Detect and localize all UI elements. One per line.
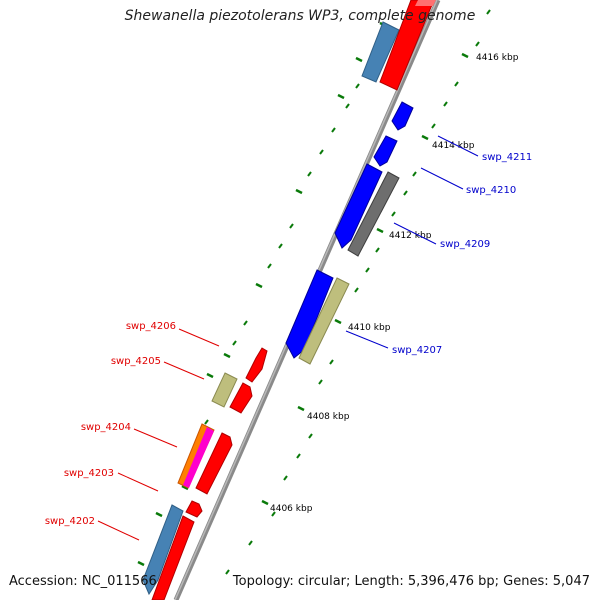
scale-label: 4410 kbp [348, 323, 391, 333]
scale-label: 4412 kbp [389, 231, 432, 241]
major-tick-mark [255, 282, 263, 289]
forward-gene-labels: swp_4206 swp_4205 swp_4204 swp_4203 swp_… [45, 321, 220, 541]
scale-label: 4406 kbp [270, 504, 313, 514]
gene-label-swp-4211[interactable]: swp_4211 [482, 152, 532, 163]
tick-mark [475, 41, 480, 47]
major-tick-mark [295, 188, 303, 195]
tick-mark [289, 223, 294, 229]
tick-mark [454, 81, 459, 87]
trna-feature-swp-4205[interactable] [211, 372, 238, 408]
tick-mark [391, 211, 396, 217]
major-tick-mark [421, 134, 429, 141]
gene-label-swp-4203[interactable]: swp_4203 [64, 468, 114, 479]
major-tick-mark [181, 484, 189, 491]
gene-label-swp-4202[interactable]: swp_4202 [45, 516, 95, 527]
tick-mark [225, 569, 230, 575]
cds-reverse-swp-4209[interactable] [334, 163, 383, 249]
map-title: Shewanella piezotolerans WP3, complete g… [124, 8, 476, 24]
tick-mark [267, 263, 272, 269]
tick-mark [232, 340, 237, 346]
major-tick-mark [206, 372, 214, 379]
scale-label: 4416 kbp [476, 53, 519, 63]
tick-mark [243, 320, 248, 326]
gene-label-swp-4209[interactable]: swp_4209 [440, 239, 490, 250]
tick-mark [329, 359, 334, 365]
gene-label-swp-4210[interactable]: swp_4210 [466, 185, 516, 196]
tick-mark [365, 267, 370, 273]
tick-mark [443, 101, 448, 107]
tick-mark [431, 123, 436, 129]
gene-label-swp-4204[interactable]: swp_4204 [81, 422, 131, 433]
major-tick-mark [461, 52, 469, 59]
misc-feature-swp-4204-stripe [183, 427, 214, 488]
cds-forward-swp-4203[interactable] [185, 500, 203, 518]
topology-text: Topology: circular; Length: 5,396,476 bp… [232, 574, 590, 589]
cds-forward-top-edge [415, 0, 436, 6]
tick-mark [278, 243, 283, 249]
tick-mark [403, 190, 408, 196]
cds-forward-swp-4206[interactable] [245, 347, 268, 383]
major-tick-mark [376, 227, 384, 234]
rrna-feature-swp-4202[interactable] [142, 504, 184, 596]
tick-mark [354, 287, 359, 293]
tick-mark [283, 475, 288, 481]
tick-mark [271, 511, 276, 517]
major-tick-mark [297, 405, 305, 412]
trna-feature-swp-4207-region[interactable] [298, 277, 350, 365]
cds-reverse-swp-4210[interactable] [373, 135, 398, 167]
tick-mark [412, 171, 417, 177]
cds-reverse-swp-4211[interactable] [391, 101, 414, 131]
tick-mark [204, 419, 209, 425]
major-tick-mark [334, 318, 342, 325]
tick-mark [307, 171, 312, 177]
tick-mark [318, 379, 323, 385]
tick-mark [486, 9, 491, 15]
cds-forward-swp-4205[interactable] [229, 382, 253, 414]
reverse-gene-labels: swp_4211 swp_4210 swp_4209 swp_4207 [345, 135, 532, 356]
gene-label-swp-4207[interactable]: swp_4207 [392, 345, 442, 356]
major-tick-mark [355, 56, 363, 63]
major-tick-mark [155, 511, 163, 518]
cds-forward-top[interactable] [379, 0, 435, 91]
tick-mark [296, 453, 301, 459]
outer-tick-ring [225, 9, 491, 575]
scale-label: 4408 kbp [307, 412, 350, 422]
gene-label-swp-4205[interactable]: swp_4205 [111, 356, 161, 367]
cds-forward-swp-4204[interactable] [195, 432, 233, 495]
rrna-feature-top[interactable] [361, 21, 400, 83]
accession-text: Accession: NC_011566 [9, 574, 157, 589]
tick-mark [331, 127, 336, 133]
scale-label: 4414 kbp [432, 141, 475, 151]
tick-mark [308, 433, 313, 439]
major-tick-mark [223, 352, 231, 359]
scale-labels: 4406 kbp 4408 kbp 4410 kbp 4412 kbp 4414… [270, 53, 519, 514]
cds-reverse-swp-4207[interactable] [285, 269, 334, 359]
major-tick-mark [137, 560, 145, 567]
gene-label-swp-4206[interactable]: swp_4206 [126, 321, 176, 332]
major-tick-mark [261, 499, 269, 506]
inner-tick-ring [137, 21, 387, 567]
tick-mark [355, 83, 360, 89]
tick-mark [345, 103, 350, 109]
pseudogene-feature[interactable] [347, 171, 400, 257]
tick-mark [319, 149, 324, 155]
major-tick-mark [337, 93, 345, 100]
tick-mark [375, 247, 380, 253]
tick-mark [248, 540, 253, 546]
